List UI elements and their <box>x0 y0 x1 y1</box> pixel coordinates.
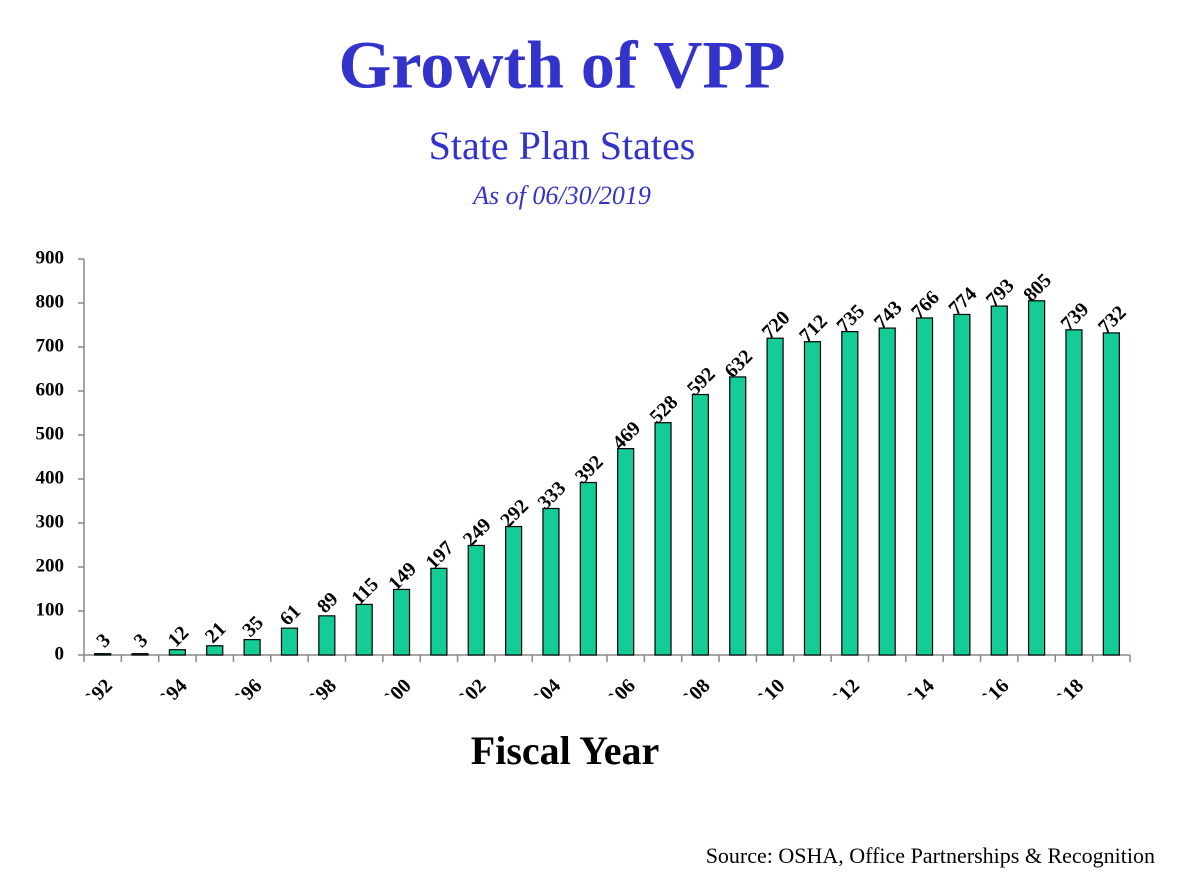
bar <box>430 567 448 656</box>
chart-subtitle: State Plan States <box>429 123 696 168</box>
bar <box>1028 300 1046 656</box>
value-label: 89 <box>313 588 343 618</box>
x-tick-label: `16 <box>979 675 1013 709</box>
bar <box>915 317 934 656</box>
x-tick-label: `98 <box>307 675 341 709</box>
bar <box>206 645 224 656</box>
value-label: 3 <box>92 629 115 652</box>
x-tick-label: `04 <box>531 675 565 709</box>
bar <box>691 393 709 656</box>
bar <box>467 544 485 656</box>
bar <box>280 627 299 656</box>
value-label: 592 <box>683 363 720 400</box>
x-tick-label: `92 <box>82 675 116 709</box>
value-label: 632 <box>720 346 757 383</box>
y-tick-label: 600 <box>36 379 65 400</box>
value-label: 732 <box>1094 302 1131 339</box>
value-label: 249 <box>459 514 496 551</box>
value-label: 793 <box>982 275 1019 312</box>
bar <box>803 341 822 656</box>
value-label: 21 <box>201 618 231 648</box>
y-tick-label: 300 <box>36 511 65 532</box>
x-tick-label: `96 <box>232 675 266 709</box>
x-tick-label: `06 <box>605 675 639 709</box>
y-tick-label: 900 <box>36 247 65 268</box>
bar <box>654 422 672 656</box>
value-label: 35 <box>238 612 268 642</box>
bar <box>318 615 336 656</box>
value-label: 292 <box>496 495 533 532</box>
value-label: 720 <box>758 307 795 344</box>
bar <box>953 313 971 656</box>
y-tick-label: 700 <box>36 335 65 356</box>
bar <box>617 448 635 656</box>
x-tick-label: `10 <box>755 675 789 709</box>
bar <box>841 331 859 656</box>
x-tick-label: `02 <box>456 675 490 709</box>
value-label: 766 <box>907 287 944 324</box>
value-label: 743 <box>870 297 907 334</box>
value-label: 469 <box>608 417 645 454</box>
value-label: 12 <box>164 622 194 652</box>
bar <box>542 507 560 656</box>
value-label: 735 <box>832 300 869 337</box>
bar <box>355 603 373 656</box>
bar <box>1102 332 1120 656</box>
value-label: 61 <box>276 600 306 630</box>
bar <box>1065 329 1083 656</box>
bar <box>505 525 523 656</box>
x-tick-label: `94 <box>157 675 191 709</box>
y-tick-label: 800 <box>36 291 65 312</box>
value-label: 805 <box>1019 269 1056 306</box>
value-label: 197 <box>422 537 459 574</box>
y-tick-label: 200 <box>36 555 65 576</box>
y-tick-label: 100 <box>36 599 65 620</box>
source-note: Source: OSHA, Office Partnerships & Reco… <box>706 843 1155 868</box>
bar <box>168 649 186 656</box>
x-axis-title: Fiscal Year <box>471 728 659 773</box>
y-tick-label: 0 <box>55 643 65 664</box>
bar <box>990 305 1008 656</box>
value-label: 333 <box>534 477 571 514</box>
bar <box>878 327 896 656</box>
bar <box>243 638 261 656</box>
value-label: 3 <box>130 629 153 652</box>
value-label: 392 <box>571 451 608 488</box>
value-label: 528 <box>646 391 683 428</box>
y-tick-label: 500 <box>36 423 65 444</box>
x-tick-label: `18 <box>1054 675 1088 709</box>
x-tick-label: `08 <box>680 675 714 709</box>
bar <box>579 481 597 656</box>
value-label: 712 <box>795 310 832 347</box>
bar <box>766 337 784 656</box>
x-tick-label: `14 <box>904 675 938 709</box>
bar <box>729 376 747 656</box>
value-label: 739 <box>1057 298 1094 335</box>
bar <box>392 588 411 656</box>
value-label: 149 <box>384 558 421 595</box>
x-tick-label: `12 <box>830 675 864 709</box>
value-label: 774 <box>945 283 982 320</box>
chart-title: Growth of VPP <box>338 27 785 103</box>
y-tick-label: 400 <box>36 467 65 488</box>
bar <box>94 653 112 656</box>
value-label: 115 <box>347 573 383 609</box>
x-tick-label: `00 <box>381 675 415 709</box>
bar <box>131 653 149 656</box>
chart-note: As of 06/30/2019 <box>471 181 651 210</box>
